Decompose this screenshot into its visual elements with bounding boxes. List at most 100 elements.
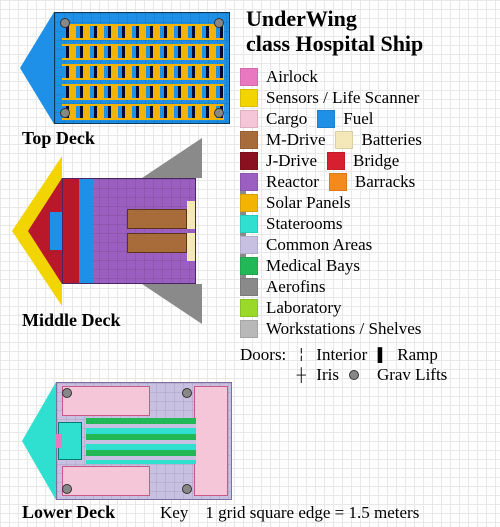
cargo-bay bbox=[62, 386, 150, 416]
grav-lift-icon bbox=[182, 388, 192, 398]
legend-row: Reactor Barracks bbox=[240, 172, 495, 192]
grav-lift-label: Grav Lifts bbox=[377, 365, 447, 385]
legend-swatch bbox=[240, 215, 258, 233]
legend-label: Staterooms bbox=[266, 214, 343, 234]
legend-list: AirlockSensors / Life ScannerCargoFuelM-… bbox=[240, 67, 495, 339]
key-label: Key bbox=[160, 503, 188, 522]
legend-label: Common Areas bbox=[266, 235, 372, 255]
legend-row: Aerofins bbox=[240, 277, 495, 297]
scale-key: Key 1 grid square edge = 1.5 meters bbox=[160, 503, 419, 523]
grav-lift-legend-icon bbox=[345, 366, 363, 384]
legend-swatch bbox=[240, 299, 258, 317]
legend-label: Reactor bbox=[266, 172, 319, 192]
key-text: 1 grid square edge = 1.5 meters bbox=[205, 503, 419, 522]
legend-row: Staterooms bbox=[240, 214, 495, 234]
legend-row: Laboratory bbox=[240, 298, 495, 318]
batteries bbox=[187, 233, 195, 261]
solar-panel-row bbox=[62, 84, 224, 100]
legend-swatch bbox=[335, 131, 353, 149]
legend-row: Airlock bbox=[240, 67, 495, 87]
m-drive bbox=[127, 233, 187, 253]
diagram-root: Top Deck Middle Deck bbox=[0, 0, 500, 527]
legend-swatch bbox=[240, 278, 258, 296]
title-line-1: UnderWing bbox=[246, 6, 357, 31]
legend-swatch bbox=[240, 320, 258, 338]
legend-label: Solar Panels bbox=[266, 193, 351, 213]
solar-panel-row bbox=[62, 64, 224, 80]
legend-swatch bbox=[327, 152, 345, 170]
doors-legend: Doors: ╎ Interior ▌ Ramp bbox=[240, 345, 495, 365]
legend-row: Common Areas bbox=[240, 235, 495, 255]
ramp-label: Ramp bbox=[397, 345, 438, 365]
legend-label: M-Drive bbox=[266, 130, 325, 150]
airlock bbox=[56, 434, 62, 448]
solar-panel-row bbox=[62, 24, 224, 40]
legend-label: Aerofins bbox=[266, 277, 325, 297]
doors-legend-row2: Doors: ┼ Iris Grav Lifts bbox=[240, 365, 495, 385]
solar-panel-row bbox=[62, 104, 224, 120]
grav-lift-icon bbox=[62, 484, 72, 494]
iris-door-label: Iris bbox=[316, 365, 339, 385]
legend-swatch bbox=[240, 257, 258, 275]
legend-label: Workstations / Shelves bbox=[266, 319, 421, 339]
interior-door-label: Interior bbox=[316, 345, 367, 365]
title-line-2: class Hospital Ship bbox=[246, 31, 423, 56]
grav-lift-icon bbox=[62, 388, 72, 398]
interior-door-icon: ╎ bbox=[292, 347, 310, 363]
doors-heading: Doors: bbox=[240, 345, 286, 365]
lower-deck-plan bbox=[22, 382, 232, 500]
top-deck-label: Top Deck bbox=[22, 128, 95, 149]
cargo-bay bbox=[194, 386, 228, 496]
legend-row: Medical Bays bbox=[240, 256, 495, 276]
legend-column: UnderWing class Hospital Ship AirlockSen… bbox=[240, 6, 495, 385]
diagram-title: UnderWing class Hospital Ship bbox=[246, 6, 495, 57]
legend-swatch bbox=[240, 131, 258, 149]
legend-row: J-Drive Bridge bbox=[240, 151, 495, 171]
legend-row: Solar Panels bbox=[240, 193, 495, 213]
legend-label: Bridge bbox=[353, 151, 399, 171]
legend-label: Batteries bbox=[361, 130, 421, 150]
legend-swatch bbox=[240, 68, 258, 86]
medical-bay-strip bbox=[86, 418, 196, 464]
legend-label: Airlock bbox=[266, 67, 318, 87]
legend-swatch bbox=[329, 173, 347, 191]
iris-door-icon: ┼ bbox=[292, 367, 310, 383]
grav-lift-icon bbox=[60, 108, 70, 118]
ramp-icon: ▌ bbox=[373, 347, 391, 363]
top-deck-plan bbox=[20, 12, 230, 124]
legend-row: Sensors / Life Scanner bbox=[240, 88, 495, 108]
legend-row: M-Drive Batteries bbox=[240, 130, 495, 150]
legend-row: Cargo Fuel bbox=[240, 109, 495, 129]
middle-deck-plan bbox=[12, 156, 240, 306]
grav-lift-icon bbox=[214, 18, 224, 28]
legend-swatch bbox=[240, 173, 258, 191]
cargo-bay bbox=[62, 466, 150, 496]
reactor-body bbox=[62, 178, 196, 284]
grav-lift-icon bbox=[60, 18, 70, 28]
batteries bbox=[187, 201, 195, 229]
legend-label: J-Drive bbox=[266, 151, 317, 171]
legend-label: Medical Bays bbox=[266, 256, 360, 276]
legend-swatch bbox=[240, 110, 258, 128]
legend-swatch bbox=[317, 110, 335, 128]
legend-label: Cargo bbox=[266, 109, 307, 129]
legend-swatch bbox=[240, 152, 258, 170]
legend-label: Sensors / Life Scanner bbox=[266, 88, 419, 108]
grav-lift-icon bbox=[182, 484, 192, 494]
solar-panel-row bbox=[62, 44, 224, 60]
legend-label: Barracks bbox=[355, 172, 415, 192]
legend-label: Laboratory bbox=[266, 298, 342, 318]
top-deck-nose bbox=[20, 12, 54, 124]
legend-swatch bbox=[240, 236, 258, 254]
aerofin bbox=[142, 138, 202, 178]
middle-deck-label: Middle Deck bbox=[22, 310, 121, 331]
legend-swatch bbox=[240, 89, 258, 107]
legend-label: Fuel bbox=[343, 109, 373, 129]
stateroom-nose bbox=[22, 382, 56, 500]
grav-lift-icon bbox=[214, 108, 224, 118]
legend-swatch bbox=[240, 194, 258, 212]
m-drive bbox=[127, 209, 187, 229]
legend-row: Workstations / Shelves bbox=[240, 319, 495, 339]
lower-deck-label: Lower Deck bbox=[22, 502, 115, 523]
aerofin bbox=[142, 284, 202, 324]
